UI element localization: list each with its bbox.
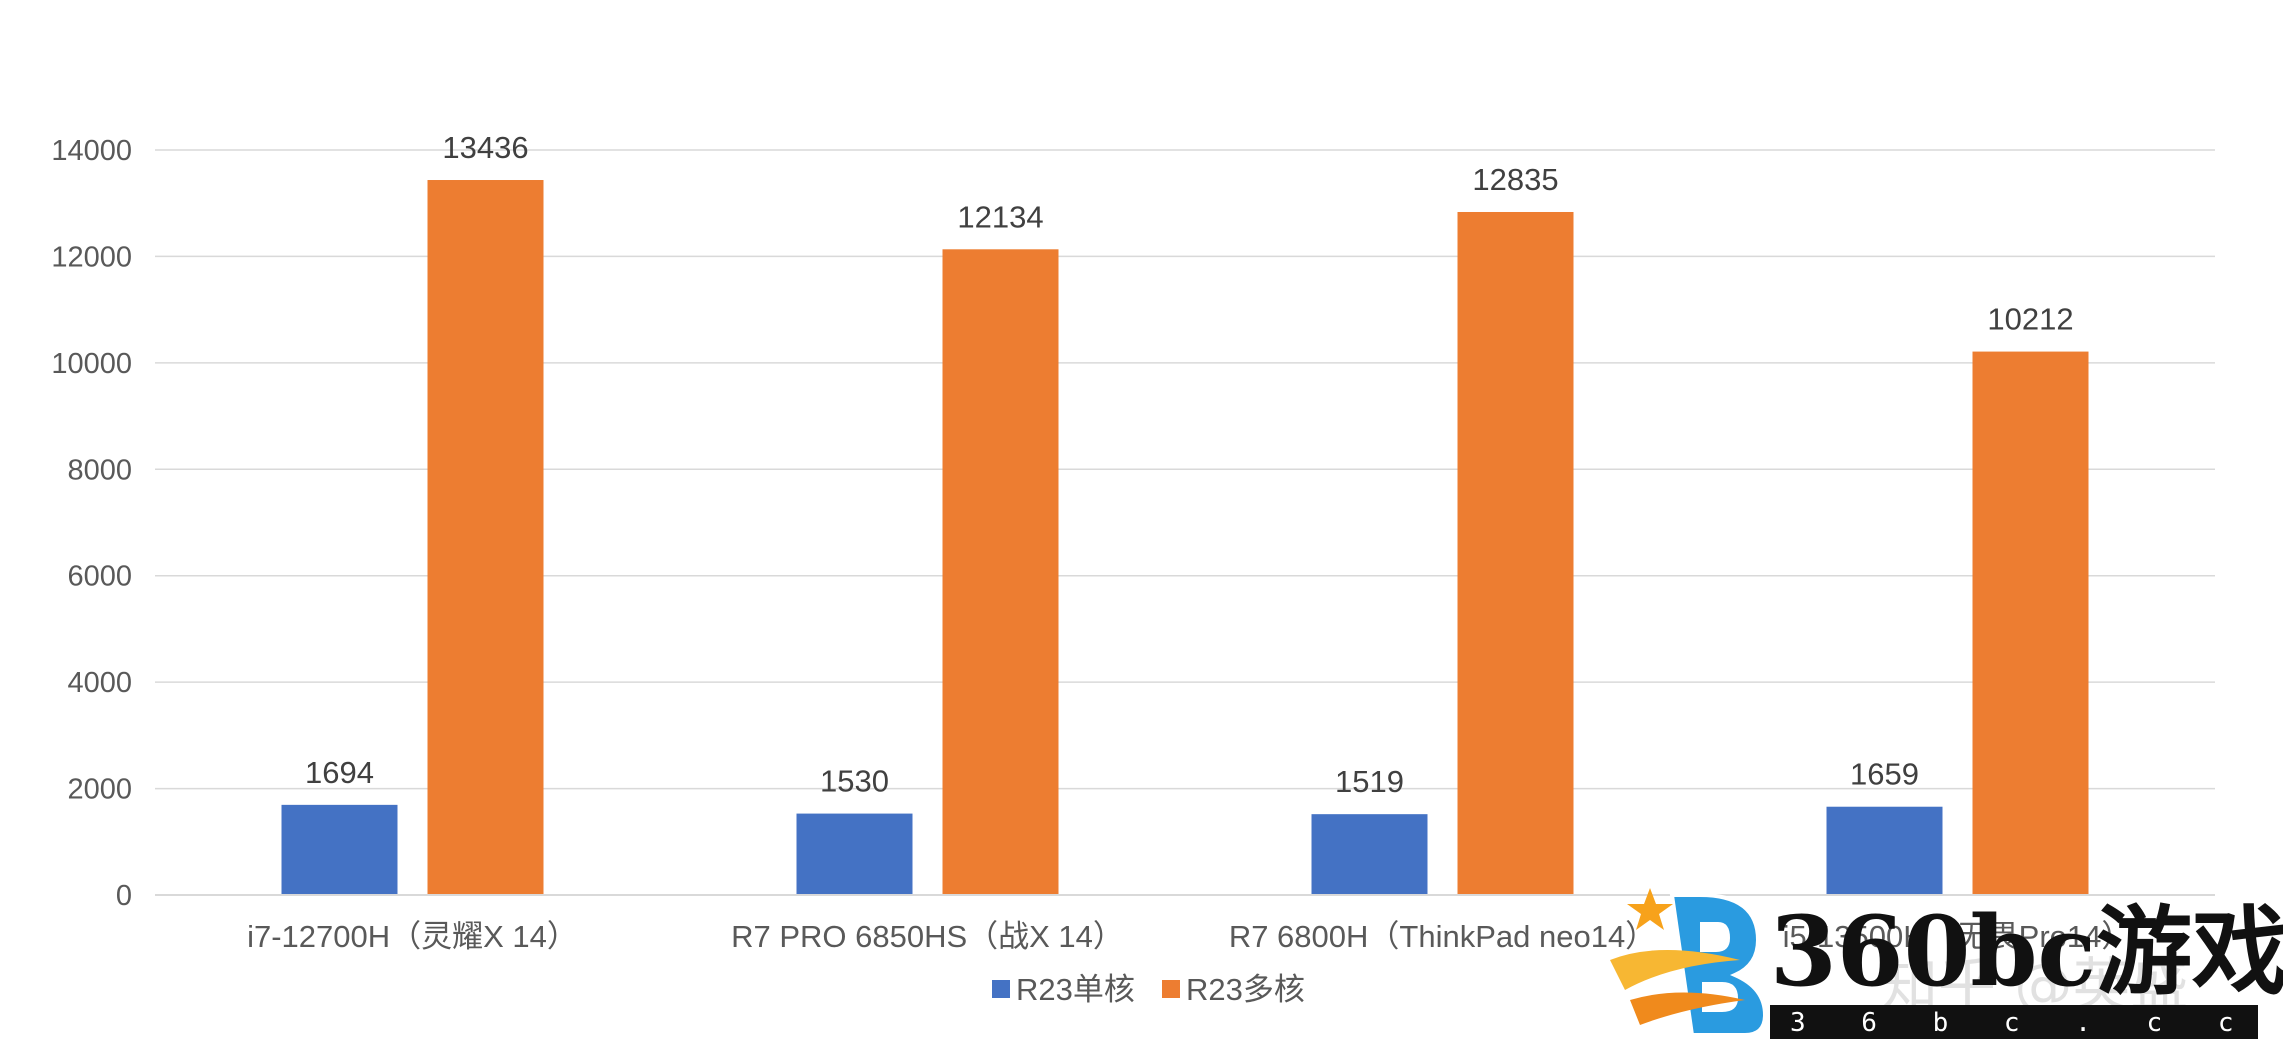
bar-multi-core xyxy=(427,180,544,895)
data-labels: 1694 13436 1530 12134 1519 12835 1659 10212 xyxy=(305,130,2074,799)
brand-sub-bar xyxy=(1770,1005,2258,1039)
brand-watermark-text: 360bc游戏 xyxy=(1770,895,2283,1008)
data-label: 1659 xyxy=(1850,757,1919,792)
category-labels: i7-12700H（灵耀X 14） R7 PRO 6850HS（战X 14） R7 … xyxy=(247,919,2132,954)
bar-multi-core xyxy=(942,249,1059,895)
data-label: 10212 xyxy=(1987,302,2073,337)
bar-multi-core xyxy=(1457,211,1574,896)
category-label: i7-12700H（灵耀X 14） xyxy=(247,919,578,954)
data-label: 12835 xyxy=(1472,162,1558,197)
category-label: i5-13500H（无畏Pro14） xyxy=(1783,919,2133,954)
y-tick-label: 8000 xyxy=(67,454,132,486)
y-axis-ticks: 0 2000 4000 6000 8000 10000 12000 14000 xyxy=(51,135,132,912)
bar-single-core xyxy=(281,804,398,895)
legend-label: R23多核 xyxy=(1186,972,1305,1007)
y-tick-label: 10000 xyxy=(51,348,132,380)
brand-logo-icon xyxy=(1610,888,1768,1037)
y-tick-label: 4000 xyxy=(67,667,132,699)
bar-single-core xyxy=(1826,806,1943,895)
category-label: R7 PRO 6850HS（战X 14） xyxy=(731,919,1124,954)
bar-single-core xyxy=(1311,814,1428,895)
bar-single-core xyxy=(796,813,913,895)
y-tick-label: 14000 xyxy=(51,135,132,167)
bar-multi-core xyxy=(1972,351,2089,896)
brand-watermark-subtext: 3 6 b c . c c xyxy=(1790,1008,2254,1038)
legend-swatch xyxy=(1162,980,1180,998)
y-tick-label: 12000 xyxy=(51,241,132,273)
y-tick-label: 0 xyxy=(116,880,132,912)
legend-swatch xyxy=(992,980,1010,998)
y-tick-label: 2000 xyxy=(67,774,132,806)
legend: R23单核 R23多核 xyxy=(992,972,1305,1007)
data-label: 1519 xyxy=(1335,764,1404,799)
category-label: R7 6800H（ThinkPad neo14） xyxy=(1229,919,1656,954)
data-label: 1694 xyxy=(305,755,374,790)
data-label: 1530 xyxy=(820,764,889,799)
legend-label: R23单核 xyxy=(1016,972,1135,1007)
bars xyxy=(281,180,2089,896)
data-label: 12134 xyxy=(957,199,1043,234)
y-tick-label: 6000 xyxy=(67,561,132,593)
brand-watermark: 360bc游戏 3 6 b c . c c xyxy=(1610,888,2283,1039)
data-label: 13436 xyxy=(442,130,528,165)
